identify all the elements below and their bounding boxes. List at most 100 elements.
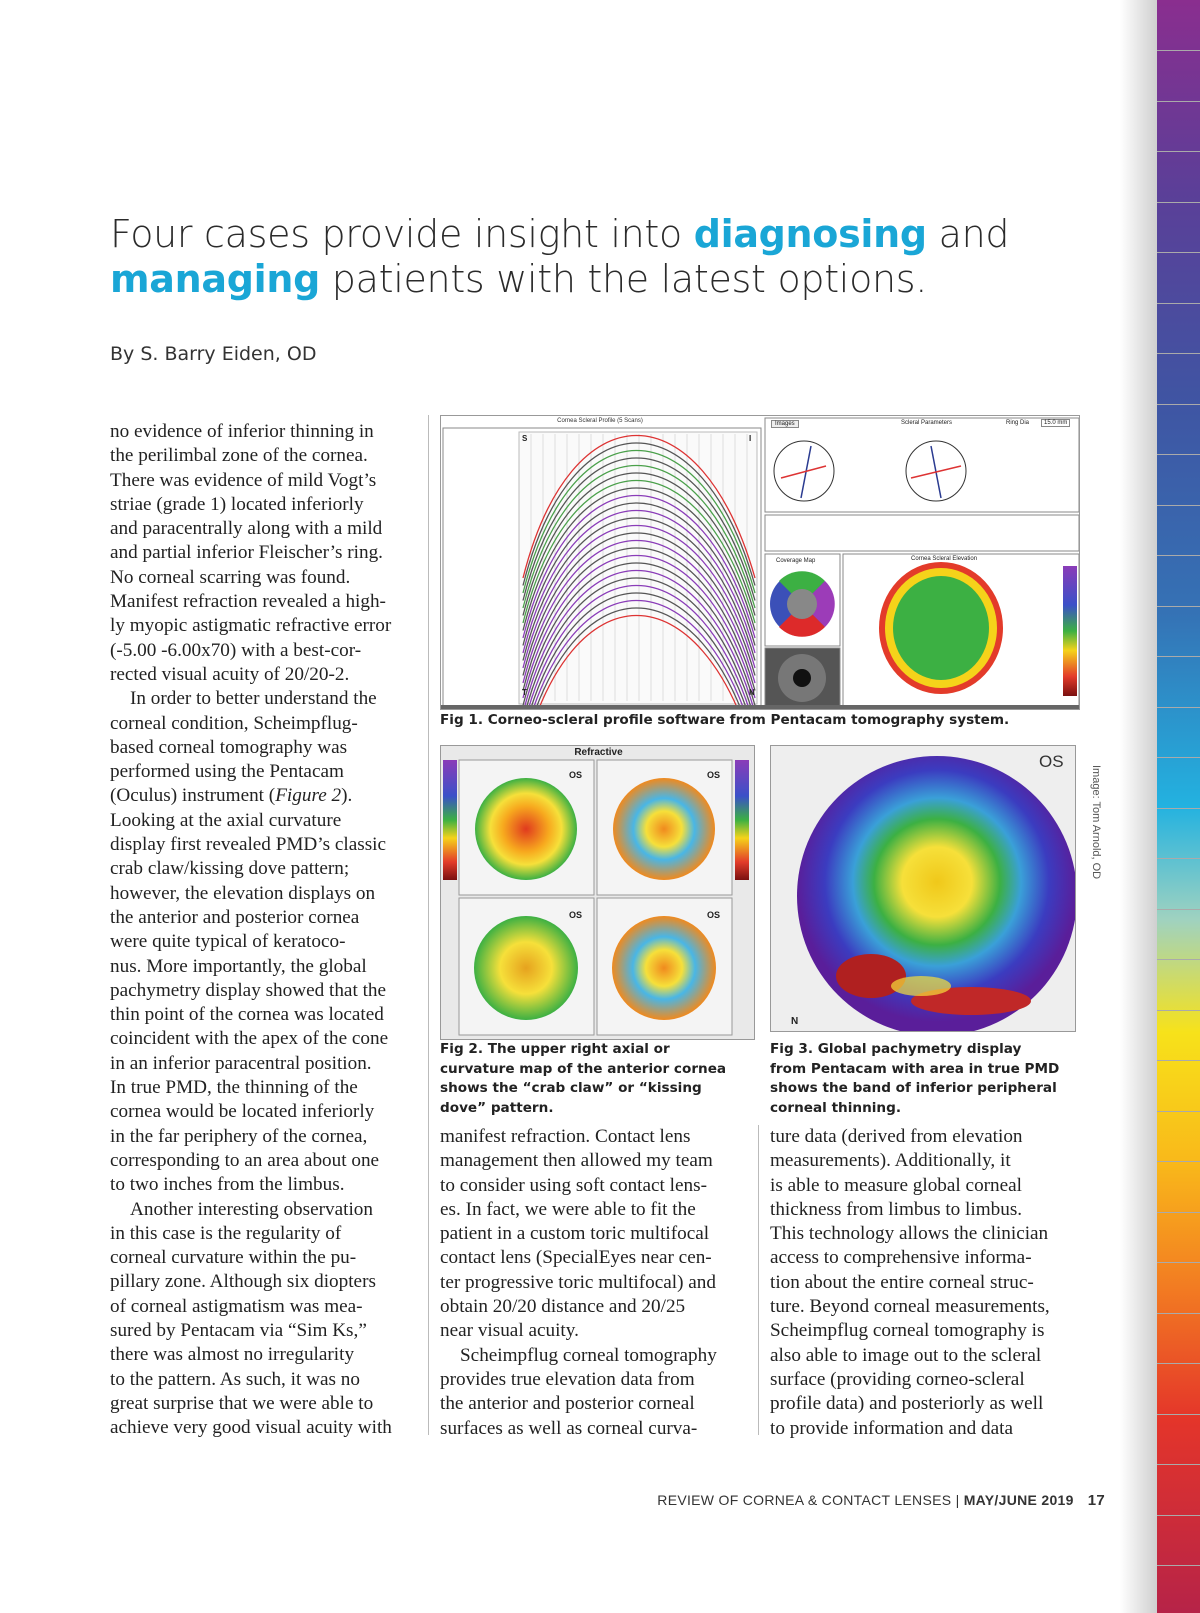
figure-2-image: Refractive OS OS OS OS	[440, 745, 755, 1040]
os-label: OS	[707, 910, 721, 920]
os-label: OS	[1039, 752, 1064, 771]
stripe-divider	[1157, 1161, 1200, 1162]
color-spectrum-stripe	[1157, 0, 1200, 1613]
text-line: ly myopic astigmatic refractive error	[110, 615, 392, 637]
figure-3-caption: Fig 3. Global pachymetry display from Pen…	[770, 1040, 1080, 1118]
text-line: surfaces as well as corneal curva-	[440, 1417, 698, 1439]
stripe-divider	[1157, 959, 1200, 960]
stripe-divider	[1157, 201, 1200, 203]
page-number: 17	[1087, 1492, 1105, 1509]
caption-line: corneal thinning.	[770, 1099, 901, 1116]
text-line: ter progressive toric multifocal) and	[440, 1271, 716, 1293]
caption-line: curvature map of the anterior cornea	[440, 1060, 727, 1077]
profile-curve	[522, 547, 756, 691]
text-line: es. In fact, we were able to fit the	[440, 1198, 696, 1220]
four-map-display	[443, 759, 749, 1036]
text-line: Looking at the axial curvature	[110, 809, 342, 831]
stripe-divider	[1157, 908, 1200, 910]
text-line: however, the elevation displays on	[110, 882, 376, 904]
column-divider	[758, 1125, 759, 1435]
text-line: corneal curvature within the pu-	[110, 1247, 357, 1269]
profile-curve	[522, 465, 756, 609]
stripe-divider	[1157, 1211, 1200, 1213]
os-label: OS	[569, 910, 583, 920]
image-credit: Image: Tom Arnold, OD	[1090, 765, 1102, 880]
text-line: There was evidence of mild Vogt’s	[110, 469, 377, 491]
profile-curve	[522, 472, 756, 616]
text-line: were quite typical of keratoco-	[110, 931, 346, 953]
text-line: also able to image out to the scleral	[770, 1344, 1042, 1366]
os-label: OS	[569, 770, 583, 780]
profile-curve	[522, 487, 756, 631]
figure-3-image: OS N	[770, 745, 1076, 1032]
profile-curve	[522, 532, 756, 676]
text-line: to the pattern. As such, it was no	[110, 1368, 360, 1390]
page-footer: REVIEW OF CORNEA & CONTACT LENSES | MAY/…	[657, 1492, 1105, 1509]
text-line: ture. Beyond corneal measurements,	[770, 1296, 1050, 1318]
profile-curve	[535, 607, 742, 709]
profile-curve	[532, 600, 745, 709]
text-line: measurements). Additionally, it	[770, 1150, 1011, 1172]
text-line: surface (providing corneo-scleral	[770, 1368, 1025, 1390]
caption-line: Fig 2. The upper right axial or	[440, 1041, 670, 1057]
elevation-title: Cornea Scleral Elevation	[911, 556, 978, 562]
figure-1-caption: Fig 1. Corneo-scleral profile software f…	[440, 712, 1010, 728]
text-line: to provide information and data	[770, 1417, 1013, 1439]
stripe-divider	[1157, 454, 1200, 455]
text-line: in this case is the regularity of	[110, 1222, 342, 1244]
text-line: In true PMD, the thinning of the	[110, 1077, 358, 1099]
headline-highlight: diagnosing	[693, 212, 927, 256]
profile-curve	[538, 615, 739, 709]
stripe-divider	[1157, 504, 1200, 506]
text-line: tion about the entire corneal struc-	[770, 1271, 1034, 1293]
text-line: the anterior and posterior corneal	[440, 1393, 695, 1415]
text-line: patient in a custom toric multifocal	[440, 1223, 710, 1245]
text-line: and paracentrally along with a mild	[110, 518, 383, 540]
text-line: striae (grade 1) located inferiorly	[110, 493, 364, 515]
text-line: ture data (derived from elevation	[770, 1126, 1023, 1147]
text-line: corresponding to an area about one	[110, 1149, 380, 1171]
text-line: to two inches from the limbus.	[110, 1174, 345, 1196]
stripe-divider	[1157, 858, 1200, 859]
figure-1-image: Cornea Scleral Profile (5 Scans) Images …	[440, 415, 1080, 710]
headline-highlight: managing	[110, 257, 321, 301]
headline-text: and	[926, 212, 1010, 256]
text-line: (-5.00 -6.00x70) with a best-cor-	[110, 639, 362, 661]
profile-curve	[522, 442, 756, 586]
text-line: (Oculus) instrument (Figure 2).	[110, 785, 353, 807]
profile-curve	[525, 577, 753, 709]
stripe-divider	[1157, 1363, 1200, 1364]
stripe-divider	[1157, 1565, 1200, 1566]
stripe-divider	[1157, 1262, 1200, 1263]
caption-line: dove” pattern.	[440, 1099, 554, 1116]
column-middle: manifest refraction. Contact lens managem…	[440, 1125, 750, 1441]
caption-line: Fig 3. Global pachymetry display	[770, 1041, 1022, 1057]
profile-curve	[522, 495, 756, 639]
column-right: ture data (derived from elevation measure…	[770, 1125, 1080, 1441]
pachymetry-map	[797, 756, 1075, 1031]
stripe-divider	[1157, 807, 1200, 809]
headline-text: patients with the latest options.	[320, 257, 928, 301]
text-line: pillary zone. Although six diopters	[110, 1271, 376, 1293]
stripe-divider	[1157, 757, 1200, 758]
byline: By S. Barry Eiden, OD	[110, 343, 317, 365]
ring-dia-label: Ring Dia	[1006, 420, 1030, 426]
text-line: contact lens (SpecialEyes near cen-	[440, 1247, 712, 1269]
page-gutter-shadow	[1120, 0, 1157, 1613]
profile-curve	[522, 525, 756, 669]
issue-date: MAY/JUNE 2019	[963, 1492, 1074, 1508]
profile-curve	[522, 555, 756, 699]
images-button: Images	[771, 420, 799, 428]
text-line: corneal condition, Scheimpflug-	[110, 712, 358, 734]
stripe-divider	[1157, 1060, 1200, 1061]
text-line: access to comprehensive informa-	[770, 1247, 1032, 1269]
text-line: This technology allows the clinician	[770, 1223, 1049, 1245]
text-line: Scheimpflug corneal tomography	[460, 1344, 717, 1366]
text-line: cornea would be located inferiorly	[110, 1101, 375, 1123]
figure-2-caption: Fig 2. The upper right axial or curvature…	[440, 1040, 750, 1118]
headline: Four cases provide insight into diagnosi…	[110, 212, 1110, 302]
text-line: coincident with the apex of the cone	[110, 1028, 389, 1050]
stripe-divider	[1157, 706, 1200, 708]
text-line: thin point of the cornea was located	[110, 1004, 384, 1026]
text-line: no evidence of inferior thinning in	[110, 421, 374, 442]
